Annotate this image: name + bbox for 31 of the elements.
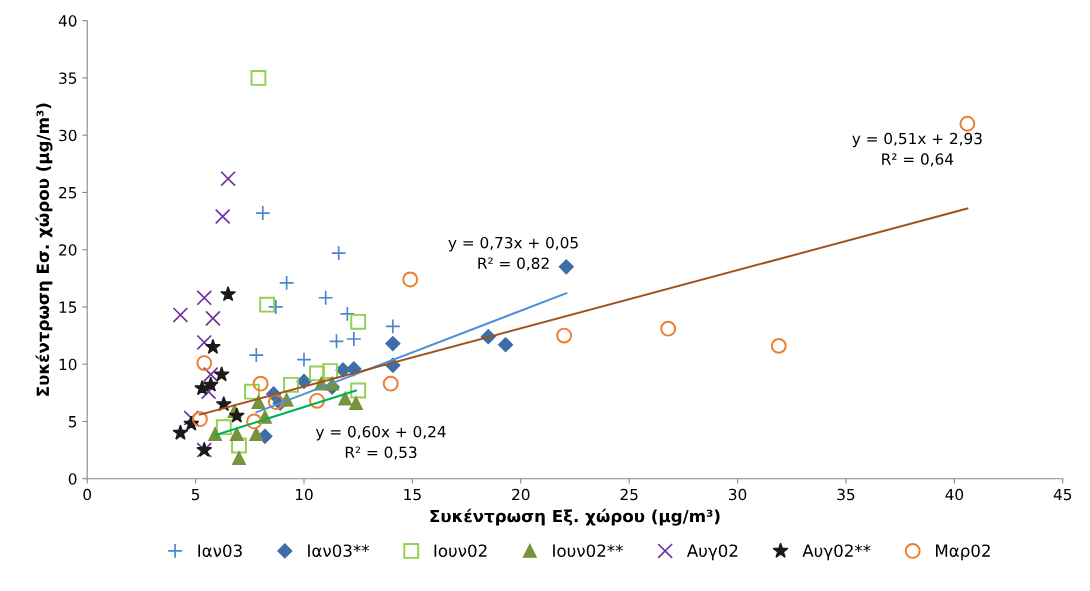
legend-label: Μαρ02 — [936, 544, 990, 561]
x-axis-title: Συκέντρωση Εξ. χώρου (μg/m³) — [430, 508, 720, 526]
y-axis-title: Συκέντρωση Εσ. χώρου (μg/m³) — [35, 103, 53, 396]
x-tick-label: 25 — [620, 488, 638, 501]
x-tick-label: 30 — [729, 488, 747, 501]
y-tick-label: 35 — [59, 72, 77, 84]
y-tick-label: 20 — [59, 244, 77, 256]
annotation: y = 0,60x + 0,24 R² = 0,53 — [315, 425, 446, 460]
y-tick-label: 10 — [59, 358, 77, 371]
x-tick-label: 40 — [945, 488, 964, 501]
x-tick-label: 10 — [295, 488, 313, 501]
legend-label: Ιουν02 — [434, 544, 487, 557]
legend-label: Αυγ02** — [802, 544, 871, 561]
x-tick-label: 5 — [191, 488, 200, 501]
legend-label: Ιουν02** — [553, 544, 623, 557]
annotation: y = 0,51x + 2,93 R² = 0,64 — [852, 132, 982, 167]
legend-label: Αυγ02 — [686, 544, 738, 561]
x-tick-label: 35 — [837, 488, 855, 501]
legend-label: Ιαν03** — [308, 544, 370, 557]
x-tick-label: 20 — [512, 488, 530, 501]
y-tick-label: 5 — [68, 416, 77, 428]
y-tick-label: 30 — [59, 129, 77, 142]
x-tick-label: 45 — [1053, 488, 1072, 501]
y-tick-label: 40 — [58, 15, 77, 27]
x-tick-label: 0 — [83, 488, 92, 501]
y-tick-label: 25 — [59, 186, 77, 199]
y-tick-label: 15 — [59, 301, 77, 313]
y-tick-label: 0 — [68, 473, 77, 485]
x-tick-label: 15 — [404, 488, 421, 501]
annotation: y = 0,73x + 0,05 R² = 0,82 — [448, 236, 578, 271]
legend-label: Ιαν03 — [198, 544, 242, 557]
